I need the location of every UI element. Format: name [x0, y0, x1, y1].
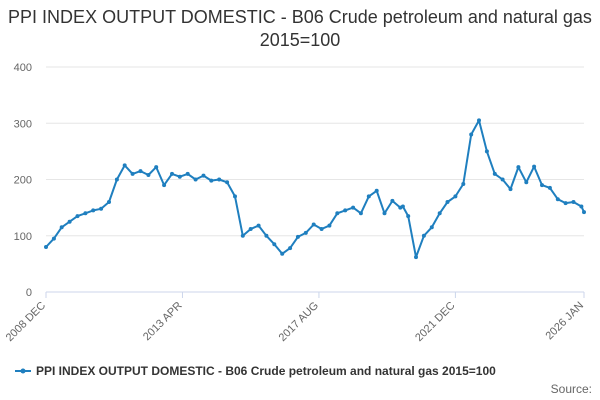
data-point — [351, 205, 356, 210]
data-point — [516, 165, 521, 170]
y-tick-label: 200 — [14, 175, 32, 187]
data-point — [343, 208, 348, 213]
data-point — [107, 200, 111, 204]
legend-label: PPI INDEX OUTPUT DOMESTIC - B06 Crude pe… — [36, 364, 496, 378]
data-point — [288, 246, 293, 251]
data-point — [122, 163, 127, 168]
data-point — [280, 251, 285, 256]
data-point — [201, 173, 206, 178]
data-point — [295, 234, 300, 239]
data-point — [508, 187, 513, 192]
data-point — [99, 206, 104, 211]
data-point — [582, 210, 586, 215]
data-point — [429, 225, 434, 230]
data-point — [51, 236, 56, 241]
data-point — [390, 198, 395, 203]
data-point — [83, 211, 88, 216]
data-point — [477, 118, 481, 123]
data-point — [75, 214, 80, 219]
data-point — [177, 174, 182, 179]
data-point — [154, 165, 159, 170]
data-point — [461, 182, 466, 186]
data-point — [532, 164, 537, 169]
y-tick-label: 300 — [14, 118, 32, 130]
chart-title-block: PPI INDEX OUTPUT DOMESTIC - B06 Crude pe… — [0, 6, 600, 52]
x-tick-label: 2013 APR — [141, 300, 185, 344]
data-point — [563, 201, 568, 206]
x-tick-label: 2008 DEC — [4, 300, 48, 344]
data-point — [264, 233, 269, 238]
data-point — [445, 200, 450, 204]
data-point — [400, 204, 405, 209]
x-tick-label: 2021 DEC — [413, 300, 457, 344]
data-point — [540, 183, 544, 188]
y-tick-label: 400 — [14, 62, 32, 74]
data-point — [414, 255, 418, 260]
data-point — [146, 173, 151, 177]
data-point — [67, 219, 72, 224]
data-point — [484, 149, 489, 154]
data-point — [209, 178, 214, 183]
x-tick-label: 2017 AUG — [277, 300, 321, 344]
y-tick-label: 0 — [26, 287, 32, 299]
data-point — [366, 194, 371, 199]
chart-title: PPI INDEX OUTPUT DOMESTIC - B06 Crude pe… — [8, 7, 592, 50]
data-point — [59, 225, 64, 230]
data-point — [240, 233, 245, 238]
data-point — [469, 132, 474, 137]
data-point — [571, 200, 576, 204]
data-point — [492, 171, 497, 176]
data-point — [358, 211, 363, 216]
data-point — [579, 204, 584, 209]
data-point — [327, 223, 332, 228]
data-point — [555, 197, 560, 202]
data-point — [303, 230, 308, 235]
data-point — [406, 214, 411, 219]
x-tick-label: 2026 JAN — [543, 300, 586, 343]
data-point — [225, 180, 230, 185]
data-point — [524, 180, 529, 185]
data-point — [500, 177, 505, 182]
data-point — [437, 211, 442, 216]
data-point — [335, 211, 340, 216]
data-point — [421, 233, 426, 238]
series-line — [45, 119, 585, 259]
data-point — [114, 177, 119, 182]
source-label: Source: — [550, 382, 592, 396]
data-point — [547, 185, 552, 190]
data-point — [217, 177, 222, 182]
data-point — [382, 211, 387, 216]
data-point — [91, 208, 96, 213]
data-point — [162, 183, 167, 188]
data-point — [233, 194, 237, 199]
data-point — [44, 245, 48, 249]
data-point — [256, 223, 261, 228]
data-point — [453, 194, 458, 199]
data-point — [319, 227, 324, 231]
data-point — [193, 177, 198, 182]
legend-marker-icon — [20, 368, 26, 374]
data-point — [138, 169, 143, 174]
data-point — [311, 222, 316, 227]
data-point — [272, 242, 277, 247]
data-point — [374, 188, 379, 193]
y-tick-label: 100 — [14, 231, 32, 243]
data-point — [130, 171, 135, 176]
data-point — [185, 171, 190, 176]
data-point — [170, 171, 174, 176]
data-point — [248, 227, 253, 231]
